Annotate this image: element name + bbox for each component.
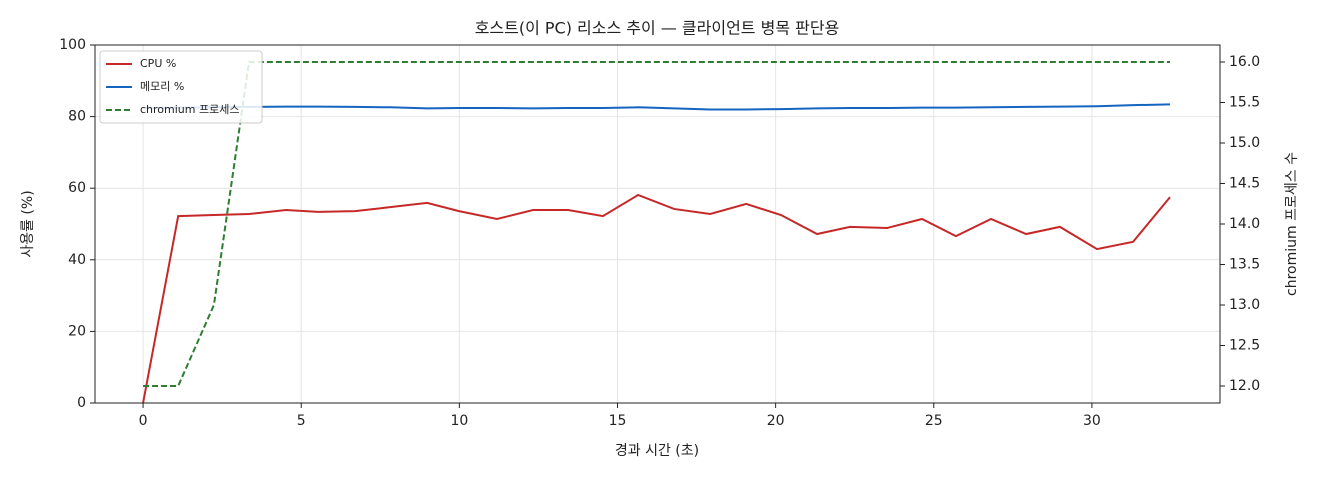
chart-title: 호스트(이 PC) 리소스 추이 — 클라이언트 병목 판단용 <box>475 19 840 38</box>
y2-tick-label: 13.5 <box>1229 256 1260 272</box>
y-tick-label: 40 <box>68 252 86 268</box>
legend-label: chromium 프로세스 <box>140 103 239 116</box>
x-tick-label: 0 <box>139 413 148 429</box>
y2-tick-label: 12.0 <box>1229 378 1260 394</box>
y-tick-label: 60 <box>68 180 86 196</box>
plot-frame <box>94 44 1221 404</box>
y-tick-label: 0 <box>77 395 86 411</box>
x-tick-label: 5 <box>297 413 306 429</box>
x-tick-label: 30 <box>1083 413 1101 429</box>
y-tick-label: 80 <box>68 109 86 125</box>
data-line <box>143 61 1171 387</box>
legend-label: CPU % <box>140 57 176 70</box>
x-tick-label: 25 <box>925 413 943 429</box>
data-line <box>142 193 1171 404</box>
x-tick-label: 20 <box>767 413 785 429</box>
y-axis-label: 사용률 (%) <box>20 190 36 257</box>
y2-tick-label: 16.0 <box>1229 54 1260 70</box>
y2-tick-label: 15.5 <box>1229 95 1260 111</box>
y2-axis-label: chromium 프로세스 수 <box>1284 152 1300 296</box>
data-line <box>143 103 1171 111</box>
y-tick-label: 20 <box>68 323 86 339</box>
x-tick-label: 10 <box>450 413 468 429</box>
y2-tick-label: 13.0 <box>1229 297 1260 313</box>
y2-tick-label: 12.5 <box>1229 337 1260 353</box>
x-tick-label: 15 <box>609 413 627 429</box>
legend-label: 메모리 % <box>140 80 184 93</box>
x-axis-label: 경과 시간 (초) <box>615 443 699 459</box>
y2-tick-label: 14.0 <box>1229 216 1260 232</box>
y2-tick-label: 14.5 <box>1229 176 1260 192</box>
legend: CPU % 메모리 % chromium 프로세스 <box>99 50 263 124</box>
y-tick-label: 100 <box>59 37 86 53</box>
legend-box <box>99 50 263 124</box>
y2-tick-label: 15.0 <box>1229 135 1260 151</box>
